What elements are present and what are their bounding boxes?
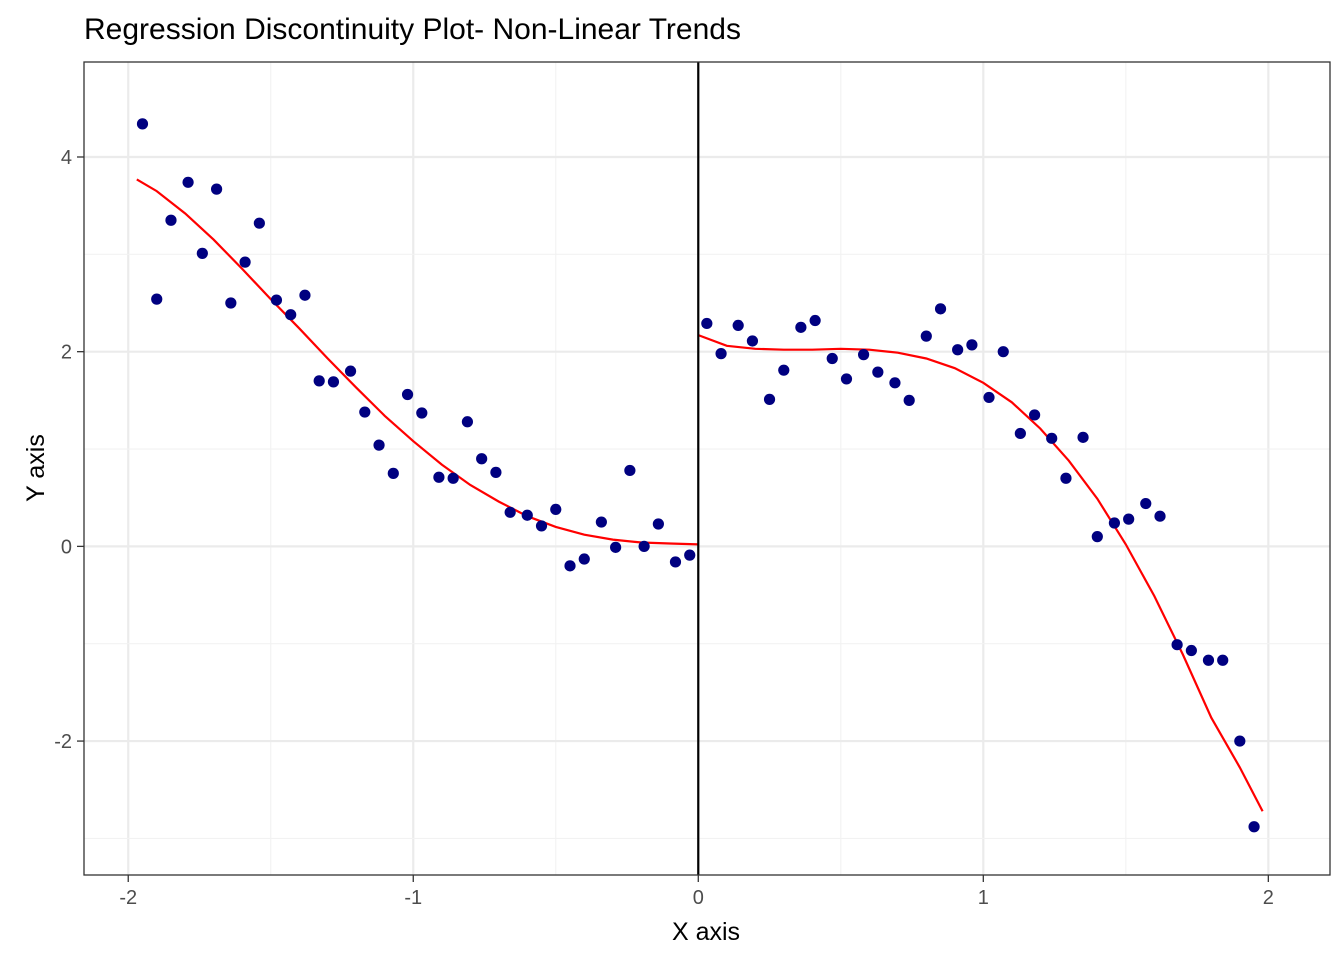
data-point: [521, 509, 533, 521]
data-point: [997, 346, 1009, 358]
data-point: [610, 541, 622, 553]
y-axis: -2 0 2 4: [54, 147, 84, 753]
data-point: [550, 503, 562, 515]
fit-curve-left: [136, 178, 699, 546]
data-point: [461, 416, 474, 428]
data-point: [270, 294, 283, 306]
data-point: [966, 339, 978, 351]
data-point: [857, 349, 870, 361]
y-tick-label: 4: [61, 147, 72, 169]
chart-title: Regression Discontinuity Plot- Non-Linea…: [84, 13, 741, 46]
x-tick-label: 2: [1263, 887, 1274, 909]
data-point: [715, 348, 727, 360]
data-point: [387, 467, 399, 479]
x-tick-label: 1: [978, 887, 989, 909]
data-point: [1046, 432, 1058, 444]
data-point: [595, 516, 607, 528]
data-point: [535, 520, 548, 532]
data-point: [826, 352, 838, 365]
data-point: [701, 317, 713, 330]
plot-panel: [84, 62, 1330, 875]
data-point: [795, 321, 807, 333]
data-point: [196, 247, 208, 259]
data-point: [1077, 431, 1089, 443]
data-point: [239, 256, 251, 268]
data-point: [327, 376, 340, 388]
x-axis: -2 -1 0 1 2: [119, 875, 1274, 909]
data-point: [934, 303, 947, 315]
data-point: [778, 364, 790, 376]
data-point: [136, 118, 149, 130]
data-point: [1140, 497, 1152, 510]
data-point: [285, 309, 297, 321]
data-point: [1123, 513, 1135, 525]
data-point: [920, 330, 932, 342]
data-point: [578, 553, 590, 565]
data-point: [165, 214, 177, 226]
data-point: [1171, 639, 1183, 651]
data-point: [872, 366, 884, 378]
data-point: [1014, 427, 1026, 440]
data-point: [1248, 821, 1260, 833]
data-point: [1185, 644, 1197, 657]
x-tick-label: -2: [119, 887, 137, 909]
data-point: [564, 560, 576, 572]
data-point: [952, 344, 964, 356]
plot-panel-border: [83, 61, 1331, 876]
data-point: [313, 375, 325, 387]
data-point: [889, 377, 901, 389]
data-point: [1202, 654, 1215, 666]
data-point: [253, 217, 265, 229]
data-point: [809, 314, 821, 327]
data-point: [504, 506, 516, 518]
x-tick-label: -1: [404, 887, 422, 909]
data-point: [433, 471, 445, 483]
data-point: [359, 406, 371, 418]
data-point: [763, 393, 776, 405]
data-point: [225, 297, 237, 309]
data-point: [210, 183, 223, 195]
data-point: [1154, 510, 1166, 522]
data-point: [638, 540, 650, 552]
y-tick-label: -2: [54, 731, 72, 753]
data-points: [136, 118, 1260, 833]
data-point: [983, 391, 995, 404]
y-tick-label: 2: [61, 342, 72, 364]
data-point: [669, 556, 682, 568]
y-axis-title: Y axis: [22, 434, 50, 502]
data-point: [490, 466, 502, 478]
data-point: [344, 365, 357, 377]
data-point: [1029, 409, 1041, 421]
data-point: [746, 335, 759, 347]
data-point: [903, 394, 915, 406]
data-point: [476, 453, 488, 465]
data-point: [840, 373, 853, 385]
data-point: [416, 407, 428, 419]
data-point: [299, 289, 311, 301]
data-point: [1060, 472, 1072, 484]
data-point: [447, 472, 459, 484]
data-point: [401, 388, 414, 401]
data-point: [1234, 735, 1246, 747]
y-tick-label: 0: [61, 536, 72, 558]
data-point: [684, 549, 696, 561]
data-point: [1091, 531, 1103, 543]
data-point: [624, 464, 636, 477]
data-point: [652, 518, 664, 530]
x-axis-title: X axis: [672, 918, 740, 946]
data-point: [182, 176, 194, 188]
data-point: [1217, 654, 1229, 666]
fit-curves: [136, 178, 1264, 812]
data-point: [373, 439, 385, 451]
data-point: [732, 319, 744, 332]
data-point: [151, 293, 163, 305]
fit-curve-right: [697, 334, 1264, 812]
x-tick-label: 0: [693, 887, 704, 909]
data-point: [1108, 517, 1121, 529]
